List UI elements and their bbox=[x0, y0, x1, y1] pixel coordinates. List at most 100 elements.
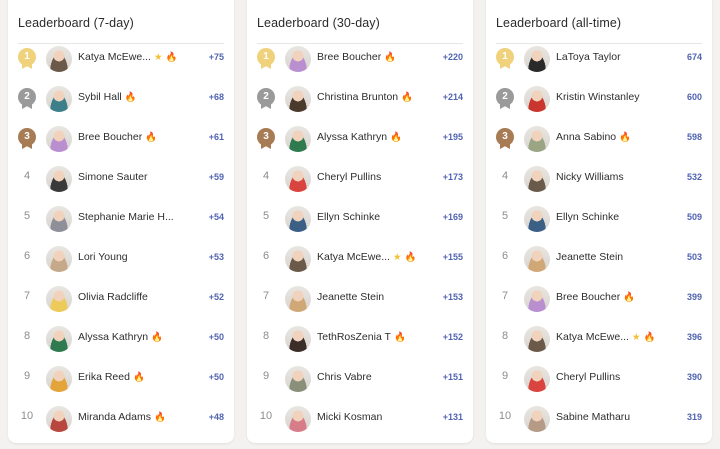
member-name-text[interactable]: Bree Boucher bbox=[78, 131, 143, 143]
member-name[interactable]: LaToya Taylor bbox=[556, 51, 621, 63]
avatar[interactable] bbox=[285, 406, 311, 432]
member-name-text[interactable]: Lori Young bbox=[78, 251, 128, 263]
leaderboard-row[interactable]: 3 Alyssa Kathryn 🔥 +195 bbox=[247, 122, 473, 156]
avatar[interactable] bbox=[524, 46, 550, 72]
avatar[interactable] bbox=[524, 326, 550, 352]
leaderboard-row[interactable]: 2 Kristin Winstanley 600 bbox=[486, 82, 712, 116]
avatar[interactable] bbox=[524, 286, 550, 312]
leaderboard-row[interactable]: 7 Olivia Radcliffe +52 bbox=[8, 282, 234, 316]
leaderboard-row[interactable]: 10 Sabine Matharu 319 bbox=[486, 402, 712, 436]
member-name-text[interactable]: Cheryl Pullins bbox=[317, 171, 382, 183]
member-name-text[interactable]: Bree Boucher bbox=[556, 291, 621, 303]
member-name-text[interactable]: LaToya Taylor bbox=[556, 51, 621, 63]
leaderboard-row[interactable]: 6 Katya McEwe... ★ 🔥 +155 bbox=[247, 242, 473, 276]
member-name-text[interactable]: Anna Sabino bbox=[556, 131, 617, 143]
member-name-text[interactable]: Katya McEwe... bbox=[556, 331, 629, 343]
leaderboard-row[interactable]: 9 Cheryl Pullins 390 bbox=[486, 362, 712, 396]
leaderboard-row[interactable]: 4 Cheryl Pullins +173 bbox=[247, 162, 473, 196]
member-name-text[interactable]: Jeanette Stein bbox=[317, 291, 385, 303]
member-name[interactable]: Katya McEwe... ★ 🔥 bbox=[556, 331, 655, 343]
leaderboard-row[interactable]: 1 LaToya Taylor 674 bbox=[486, 42, 712, 76]
member-name[interactable]: Ellyn Schinke bbox=[317, 211, 380, 223]
member-name[interactable]: Stephanie Marie H... bbox=[78, 211, 174, 223]
member-name[interactable]: Jeanette Stein bbox=[556, 251, 623, 263]
member-name-text[interactable]: Erika Reed bbox=[78, 371, 130, 383]
leaderboard-row[interactable]: 8 TethRosZenia T 🔥 +152 bbox=[247, 322, 473, 356]
avatar[interactable] bbox=[524, 126, 550, 152]
avatar[interactable] bbox=[46, 286, 72, 312]
member-name-text[interactable]: TethRosZenia T bbox=[317, 331, 391, 343]
leaderboard-row[interactable]: 4 Nicky Williams 532 bbox=[486, 162, 712, 196]
member-name[interactable]: Chris Vabre bbox=[317, 371, 372, 383]
avatar[interactable] bbox=[46, 86, 72, 112]
member-name[interactable]: Alyssa Kathryn 🔥 bbox=[317, 131, 402, 143]
member-name-text[interactable]: Stephanie Marie H... bbox=[78, 211, 174, 223]
member-name-text[interactable]: Ellyn Schinke bbox=[556, 211, 620, 223]
leaderboard-row[interactable]: 2 Sybil Hall 🔥 +68 bbox=[8, 82, 234, 116]
avatar[interactable] bbox=[46, 46, 72, 72]
leaderboard-row[interactable]: 9 Chris Vabre +151 bbox=[247, 362, 473, 396]
avatar[interactable] bbox=[524, 366, 550, 392]
member-name[interactable]: Miranda Adams 🔥 bbox=[78, 411, 166, 423]
member-name-text[interactable]: Olivia Radcliffe bbox=[78, 291, 148, 303]
member-name-text[interactable]: Cheryl Pullins bbox=[556, 371, 621, 383]
member-name-text[interactable]: Simone Sauter bbox=[78, 171, 148, 183]
leaderboard-row[interactable]: 8 Katya McEwe... ★ 🔥 396 bbox=[486, 322, 712, 356]
member-name-text[interactable]: Miranda Adams bbox=[78, 411, 151, 423]
avatar[interactable] bbox=[285, 366, 311, 392]
avatar[interactable] bbox=[46, 366, 72, 392]
leaderboard-row[interactable]: 1 Katya McEwe... ★ 🔥 +75 bbox=[8, 42, 234, 76]
member-name[interactable]: Ellyn Schinke bbox=[556, 211, 619, 223]
member-name-text[interactable]: Katya McEwe... bbox=[78, 51, 151, 63]
leaderboard-row[interactable]: 5 Ellyn Schinke 509 bbox=[486, 202, 712, 236]
avatar[interactable] bbox=[285, 286, 311, 312]
member-name[interactable]: Olivia Radcliffe bbox=[78, 291, 148, 303]
avatar[interactable] bbox=[524, 86, 550, 112]
avatar[interactable] bbox=[285, 246, 311, 272]
avatar[interactable] bbox=[285, 166, 311, 192]
leaderboard-row[interactable]: 9 Erika Reed 🔥 +50 bbox=[8, 362, 234, 396]
member-name[interactable]: Sabine Matharu bbox=[556, 411, 630, 423]
leaderboard-row[interactable]: 8 Alyssa Kathryn 🔥 +50 bbox=[8, 322, 234, 356]
member-name[interactable]: Erika Reed 🔥 bbox=[78, 371, 145, 383]
avatar[interactable] bbox=[46, 126, 72, 152]
avatar[interactable] bbox=[285, 126, 311, 152]
avatar[interactable] bbox=[46, 206, 72, 232]
member-name-text[interactable]: Micki Kosman bbox=[317, 411, 383, 423]
member-name[interactable]: Lori Young bbox=[78, 251, 128, 263]
member-name[interactable]: Cheryl Pullins bbox=[317, 171, 381, 183]
member-name[interactable]: TethRosZenia T 🔥 bbox=[317, 331, 406, 343]
member-name[interactable]: Cheryl Pullins bbox=[556, 371, 620, 383]
leaderboard-row[interactable]: 3 Anna Sabino 🔥 598 bbox=[486, 122, 712, 156]
avatar[interactable] bbox=[524, 246, 550, 272]
member-name[interactable]: Bree Boucher 🔥 bbox=[556, 291, 635, 303]
avatar[interactable] bbox=[46, 326, 72, 352]
avatar[interactable] bbox=[285, 86, 311, 112]
member-name[interactable]: Katya McEwe... ★ 🔥 bbox=[317, 251, 416, 263]
member-name-text[interactable]: Christina Brunton bbox=[317, 91, 399, 103]
member-name[interactable]: Bree Boucher 🔥 bbox=[78, 131, 157, 143]
member-name-text[interactable]: Chris Vabre bbox=[317, 371, 372, 383]
member-name-text[interactable]: Sabine Matharu bbox=[556, 411, 631, 423]
avatar[interactable] bbox=[46, 246, 72, 272]
member-name-text[interactable]: Sybil Hall bbox=[78, 91, 122, 103]
member-name[interactable]: Anna Sabino 🔥 bbox=[556, 131, 631, 143]
member-name[interactable]: Sybil Hall 🔥 bbox=[78, 91, 137, 103]
member-name[interactable]: Bree Boucher 🔥 bbox=[317, 51, 396, 63]
leaderboard-row[interactable]: 10 Micki Kosman +131 bbox=[247, 402, 473, 436]
avatar[interactable] bbox=[285, 46, 311, 72]
leaderboard-row[interactable]: 2 Christina Brunton 🔥 +214 bbox=[247, 82, 473, 116]
avatar[interactable] bbox=[285, 326, 311, 352]
member-name-text[interactable]: Ellyn Schinke bbox=[317, 211, 381, 223]
avatar[interactable] bbox=[524, 206, 550, 232]
avatar[interactable] bbox=[46, 406, 72, 432]
member-name-text[interactable]: Nicky Williams bbox=[556, 171, 624, 183]
member-name[interactable]: Micki Kosman bbox=[317, 411, 382, 423]
member-name-text[interactable]: Bree Boucher bbox=[317, 51, 382, 63]
leaderboard-row[interactable]: 6 Lori Young +53 bbox=[8, 242, 234, 276]
member-name-text[interactable]: Alyssa Kathryn bbox=[78, 331, 149, 343]
leaderboard-row[interactable]: 7 Jeanette Stein +153 bbox=[247, 282, 473, 316]
member-name[interactable]: Kristin Winstanley bbox=[556, 91, 639, 103]
avatar[interactable] bbox=[524, 166, 550, 192]
leaderboard-row[interactable]: 6 Jeanette Stein 503 bbox=[486, 242, 712, 276]
